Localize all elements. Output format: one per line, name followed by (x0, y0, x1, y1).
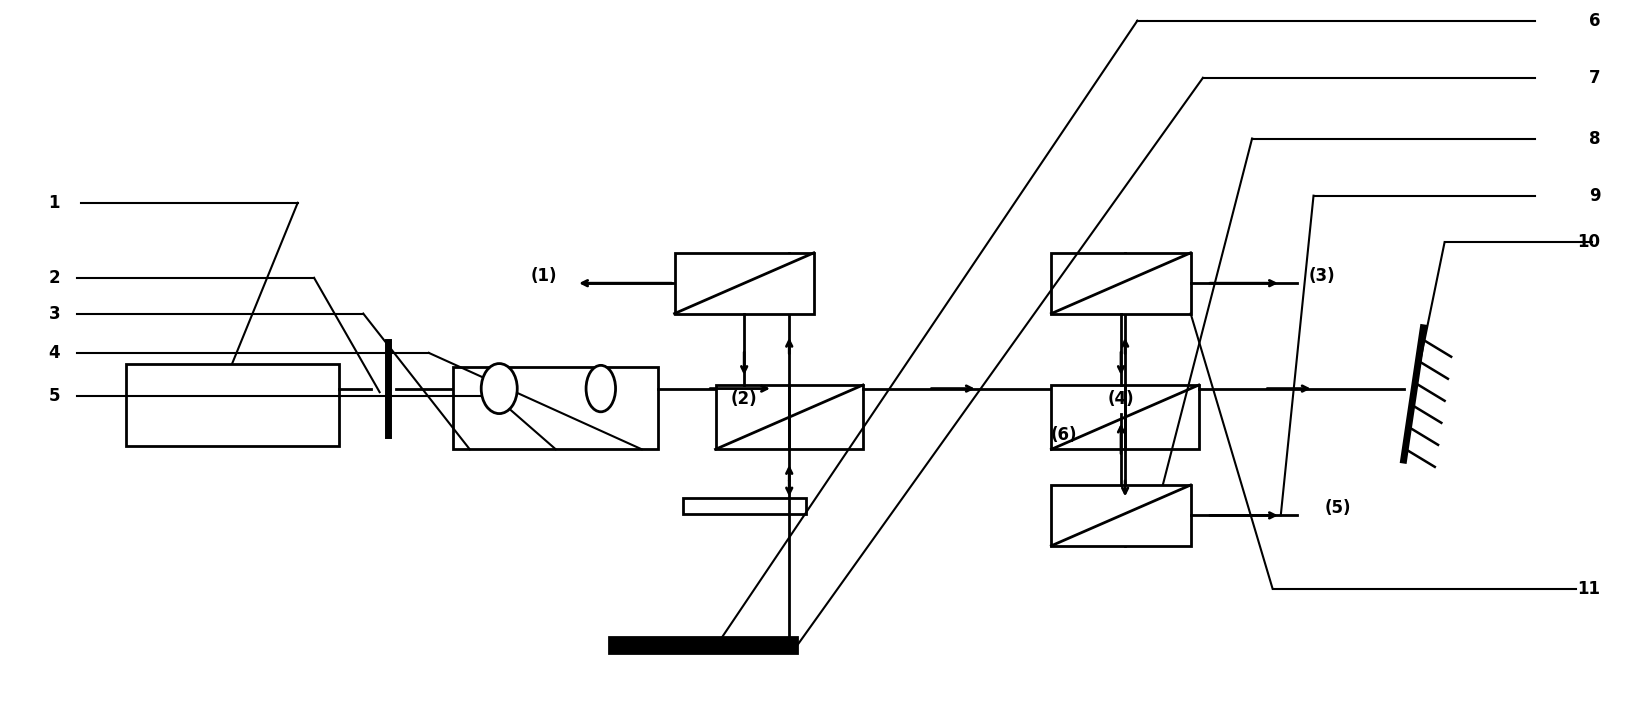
Text: 6: 6 (1588, 12, 1600, 30)
Bar (674, 253, 814, 314)
Text: (6): (6) (1051, 426, 1077, 444)
Text: 11: 11 (1577, 580, 1600, 598)
Bar (682, 498, 806, 513)
Text: 2: 2 (49, 269, 61, 287)
Bar (715, 385, 863, 449)
Bar (1052, 253, 1190, 314)
Text: 1: 1 (49, 194, 61, 212)
Bar (1052, 385, 1198, 449)
Bar (454, 367, 658, 449)
Bar (608, 637, 797, 653)
Text: 8: 8 (1588, 130, 1600, 148)
Text: 9: 9 (1588, 186, 1600, 204)
Text: (3): (3) (1309, 267, 1335, 285)
Bar (125, 364, 339, 446)
Bar (1052, 485, 1190, 546)
Text: 5: 5 (49, 387, 61, 405)
Text: 4: 4 (49, 344, 61, 362)
Text: (1): (1) (531, 267, 557, 285)
Text: (4): (4) (1108, 390, 1134, 408)
Text: (2): (2) (732, 390, 758, 408)
Text: (5): (5) (1325, 499, 1351, 517)
Text: 3: 3 (49, 305, 61, 323)
Ellipse shape (482, 364, 518, 413)
Text: 7: 7 (1588, 69, 1600, 87)
Ellipse shape (585, 365, 615, 412)
Text: 10: 10 (1577, 233, 1600, 251)
